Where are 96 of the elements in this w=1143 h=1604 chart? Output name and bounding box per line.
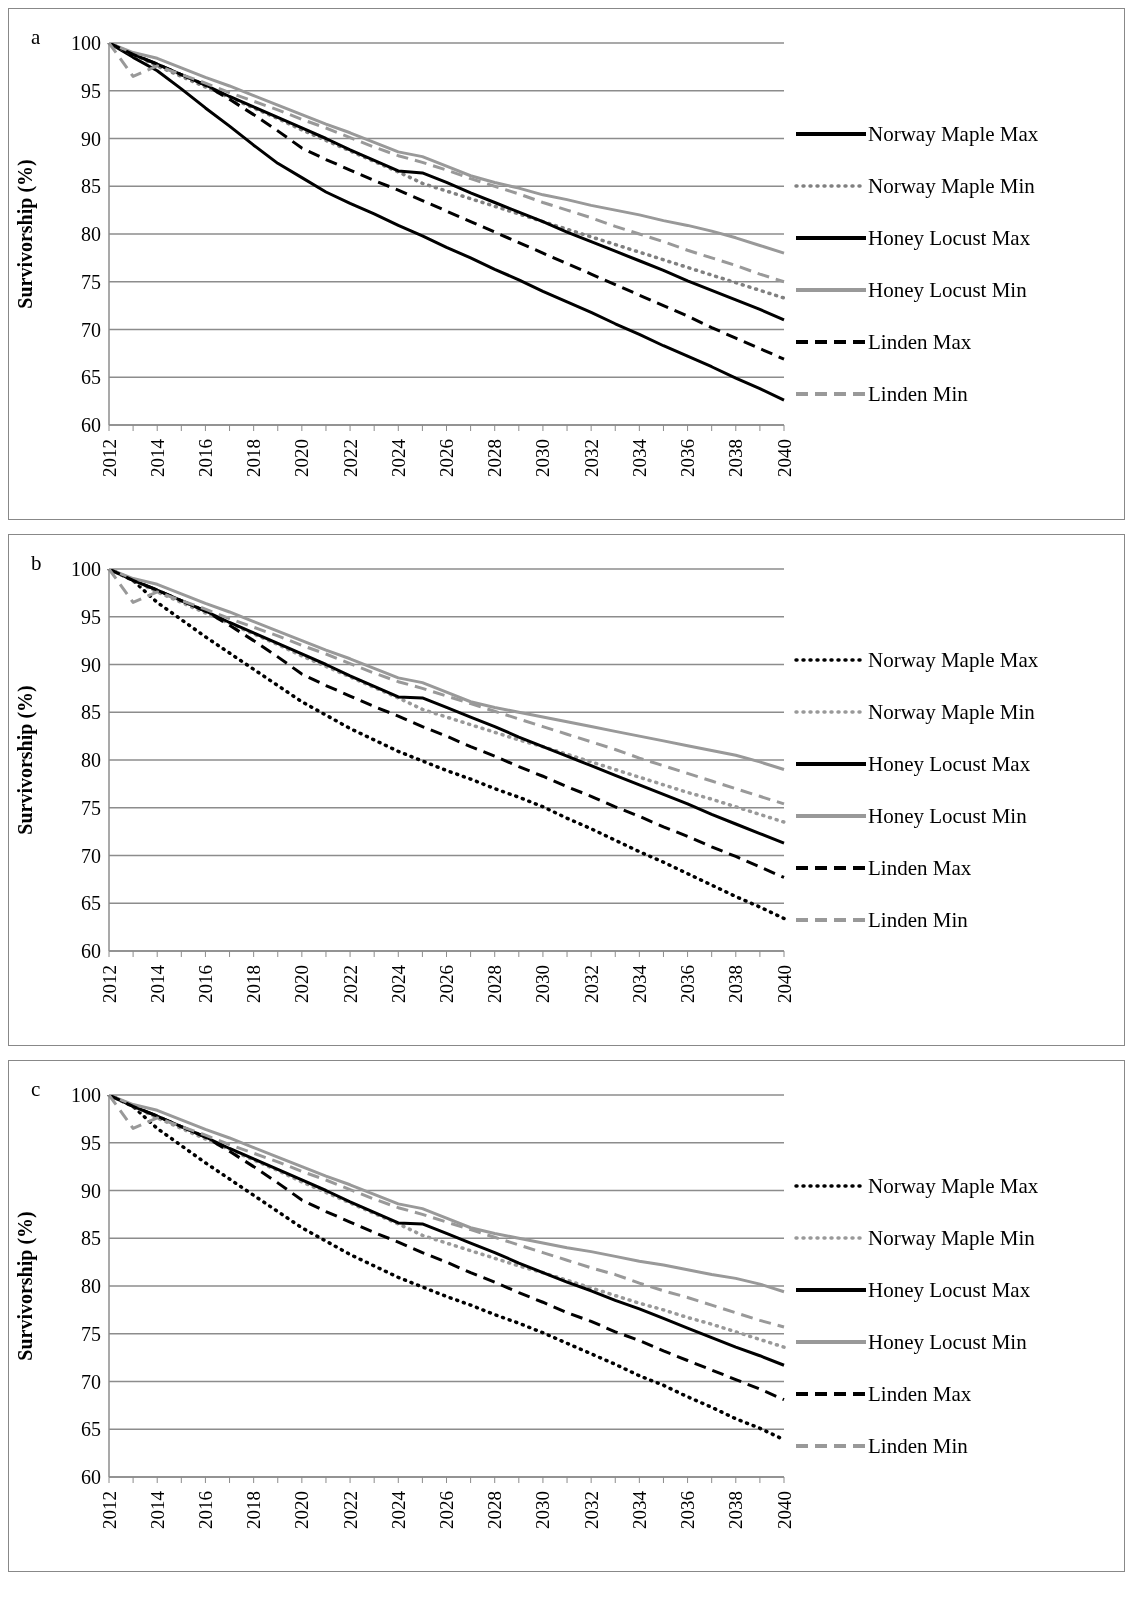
legend-label: Norway Maple Max bbox=[868, 121, 1039, 147]
x-tick-label: 2040 bbox=[773, 965, 795, 1003]
x-tick-label: 2012 bbox=[98, 1491, 120, 1529]
legend-label: Norway Maple Min bbox=[868, 699, 1035, 725]
y-tick-label: 75 bbox=[81, 270, 101, 293]
x-tick-label: 2012 bbox=[98, 965, 120, 1003]
y-tick-label: 65 bbox=[81, 366, 101, 389]
x-tick-label: 2034 bbox=[628, 964, 650, 1003]
x-tick-label: 2014 bbox=[146, 964, 168, 1003]
y-tick-label: 80 bbox=[81, 223, 101, 246]
y-tick-label: 95 bbox=[81, 605, 101, 628]
y-tick-label: 60 bbox=[81, 1466, 101, 1489]
y-tick-label: 70 bbox=[81, 318, 101, 341]
legend-label: Norway Maple Max bbox=[868, 1173, 1039, 1199]
x-tick-label: 2036 bbox=[677, 439, 699, 477]
x-tick-label: 2036 bbox=[677, 1491, 699, 1529]
x-tick-label: 2038 bbox=[725, 439, 747, 477]
y-tick-label: 85 bbox=[81, 1227, 101, 1250]
y-axis-title: Survivorship (%) bbox=[14, 159, 38, 309]
y-tick-label: 65 bbox=[81, 892, 101, 915]
legend-label: Honey Locust Max bbox=[868, 751, 1031, 777]
x-tick-label: 2040 bbox=[773, 439, 795, 477]
x-tick-label: 2032 bbox=[580, 1491, 602, 1529]
x-tick-label: 2030 bbox=[532, 1491, 554, 1529]
y-tick-label: 60 bbox=[81, 414, 101, 437]
y-axis-title: Survivorship (%) bbox=[14, 1211, 38, 1361]
x-tick-label: 2030 bbox=[532, 439, 554, 477]
x-tick-label: 2028 bbox=[484, 965, 506, 1003]
legend-label: Norway Maple Min bbox=[868, 173, 1035, 199]
legend-label: Linden Max bbox=[868, 1381, 972, 1407]
legend-label: Linden Max bbox=[868, 329, 972, 355]
x-tick-label: 2018 bbox=[243, 965, 265, 1003]
x-tick-label: 2022 bbox=[339, 1491, 361, 1529]
legend-label: Linden Min bbox=[868, 1433, 968, 1459]
x-tick-label: 2028 bbox=[484, 1491, 506, 1529]
y-tick-label: 70 bbox=[81, 1370, 101, 1393]
y-tick-label: 65 bbox=[81, 1418, 101, 1441]
x-tick-label: 2040 bbox=[773, 1491, 795, 1529]
x-tick-label: 2028 bbox=[484, 439, 506, 477]
x-tick-label: 2038 bbox=[725, 1491, 747, 1529]
x-tick-label: 2020 bbox=[291, 1491, 313, 1529]
y-tick-label: 80 bbox=[81, 749, 101, 772]
x-tick-label: 2026 bbox=[436, 439, 457, 477]
x-tick-label: 2014 bbox=[146, 438, 168, 477]
y-axis-title: Survivorship (%) bbox=[14, 685, 38, 835]
legend-label: Linden Min bbox=[868, 907, 968, 933]
legend-label: Honey Locust Min bbox=[868, 803, 1027, 829]
x-tick-label: 2024 bbox=[387, 438, 409, 477]
legend-label: Linden Max bbox=[868, 855, 972, 881]
x-tick-label: 2018 bbox=[243, 1491, 265, 1529]
x-tick-label: 2022 bbox=[339, 965, 361, 1003]
x-tick-label: 2016 bbox=[194, 965, 216, 1003]
x-tick-label: 2032 bbox=[580, 439, 602, 477]
y-tick-label: 90 bbox=[81, 653, 101, 676]
y-tick-label: 100 bbox=[71, 558, 101, 581]
x-tick-label: 2036 bbox=[677, 965, 699, 1003]
y-tick-label: 100 bbox=[71, 1084, 101, 1107]
x-tick-label: 2020 bbox=[291, 439, 313, 477]
x-tick-label: 2022 bbox=[339, 439, 361, 477]
y-tick-label: 85 bbox=[81, 175, 101, 198]
legend-label: Norway Maple Max bbox=[868, 647, 1039, 673]
x-tick-label: 2026 bbox=[436, 1491, 457, 1529]
x-tick-label: 2024 bbox=[387, 964, 409, 1003]
chart-title: a bbox=[31, 25, 41, 50]
legend-label: Honey Locust Min bbox=[868, 1329, 1027, 1355]
legend-label: Norway Maple Min bbox=[868, 1225, 1035, 1251]
x-tick-label: 2030 bbox=[532, 965, 554, 1003]
y-tick-label: 85 bbox=[81, 701, 101, 724]
legend-label: Linden Min bbox=[868, 381, 968, 407]
y-tick-label: 70 bbox=[81, 844, 101, 867]
y-tick-label: 60 bbox=[81, 940, 101, 963]
x-tick-label: 2032 bbox=[580, 965, 602, 1003]
x-tick-label: 2038 bbox=[725, 965, 747, 1003]
legend-label: Honey Locust Max bbox=[868, 225, 1031, 251]
x-tick-label: 2016 bbox=[194, 439, 216, 477]
x-tick-label: 2018 bbox=[243, 439, 265, 477]
chart-title: b bbox=[31, 551, 42, 576]
y-tick-label: 75 bbox=[81, 1322, 101, 1345]
legend-label: Honey Locust Min bbox=[868, 277, 1027, 303]
y-tick-label: 100 bbox=[71, 32, 101, 55]
x-tick-label: 2034 bbox=[628, 438, 650, 477]
x-tick-label: 2012 bbox=[98, 439, 120, 477]
y-tick-label: 95 bbox=[81, 1131, 101, 1154]
x-tick-label: 2034 bbox=[628, 1490, 650, 1529]
y-tick-label: 80 bbox=[81, 1275, 101, 1298]
x-tick-label: 2026 bbox=[436, 965, 457, 1003]
y-tick-label: 90 bbox=[81, 1179, 101, 1202]
chart-title: c bbox=[31, 1077, 41, 1102]
x-tick-label: 2024 bbox=[387, 1490, 409, 1529]
legend-label: Honey Locust Max bbox=[868, 1277, 1031, 1303]
y-tick-label: 90 bbox=[81, 127, 101, 150]
x-tick-label: 2014 bbox=[146, 1490, 168, 1529]
y-tick-label: 75 bbox=[81, 796, 101, 819]
x-tick-label: 2016 bbox=[194, 1491, 216, 1529]
x-tick-label: 2020 bbox=[291, 965, 313, 1003]
y-tick-label: 95 bbox=[81, 79, 101, 102]
